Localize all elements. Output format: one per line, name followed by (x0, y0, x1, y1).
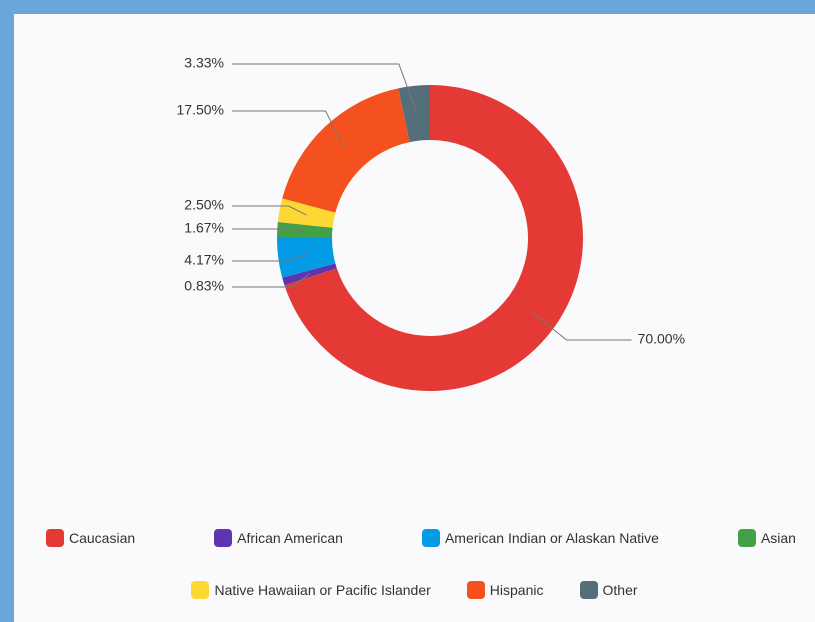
legend-swatch (579, 581, 598, 599)
leader-line (232, 273, 310, 288)
leader-line (232, 63, 418, 114)
legend-label: Hispanic (489, 582, 544, 598)
legend-item[interactable]: Hispanic (466, 581, 544, 599)
legend-swatch (214, 529, 233, 547)
value-label: 17.50% (177, 102, 224, 118)
value-label: 3.33% (184, 55, 224, 71)
value-label: 0.83% (184, 278, 224, 294)
chart-panel: 70.00% 0.83% 4.17% 1.67% 2.50% 17.50% 3.33% Ca… (14, 14, 815, 622)
donut-slice (277, 238, 336, 278)
value-label: 4.17% (184, 252, 224, 268)
leader-line (232, 110, 345, 148)
legend-item[interactable]: Other (579, 581, 638, 599)
leader-line (232, 228, 305, 232)
legend-swatch (191, 581, 210, 599)
legend-swatch (466, 581, 485, 599)
legend-row: Native Hawaiian or Pacific Islander Hispa… (14, 581, 815, 599)
legend-swatch (421, 529, 440, 547)
legend-label: Caucasian (69, 530, 136, 546)
legend-item[interactable]: Native Hawaiian or Pacific Islander (191, 581, 431, 599)
legend-row: Caucasian African American American Indian… (46, 529, 796, 547)
legend-label: Asian (760, 530, 796, 546)
donut-slice (277, 221, 333, 238)
legend-swatch (46, 529, 64, 547)
donut-slice (284, 85, 583, 391)
donut-slice (398, 85, 430, 143)
legend-label: Other (602, 582, 638, 598)
chart: 70.00% 0.83% 4.17% 1.67% 2.50% 17.50% 3.33% (177, 55, 685, 391)
donut-slice (282, 88, 410, 213)
legend-item[interactable]: American Indian or Alaskan Native (421, 529, 659, 547)
legend-item[interactable]: African American (214, 529, 343, 547)
legend-swatch (737, 529, 756, 547)
value-label: 70.00% (638, 331, 685, 347)
leader-line (232, 205, 307, 216)
leader-line (232, 253, 306, 262)
value-label: 2.50% (184, 197, 224, 213)
donut-slice (277, 198, 336, 228)
legend-label: Native Hawaiian or Pacific Islander (214, 582, 431, 598)
leader-line (531, 311, 632, 341)
legend-item[interactable]: Caucasian (46, 529, 135, 547)
legend-label: American Indian or Alaskan Native (444, 530, 659, 546)
legend-label: African American (237, 530, 343, 546)
legend-item[interactable]: Asian (737, 529, 796, 547)
value-label: 1.67% (184, 220, 224, 236)
